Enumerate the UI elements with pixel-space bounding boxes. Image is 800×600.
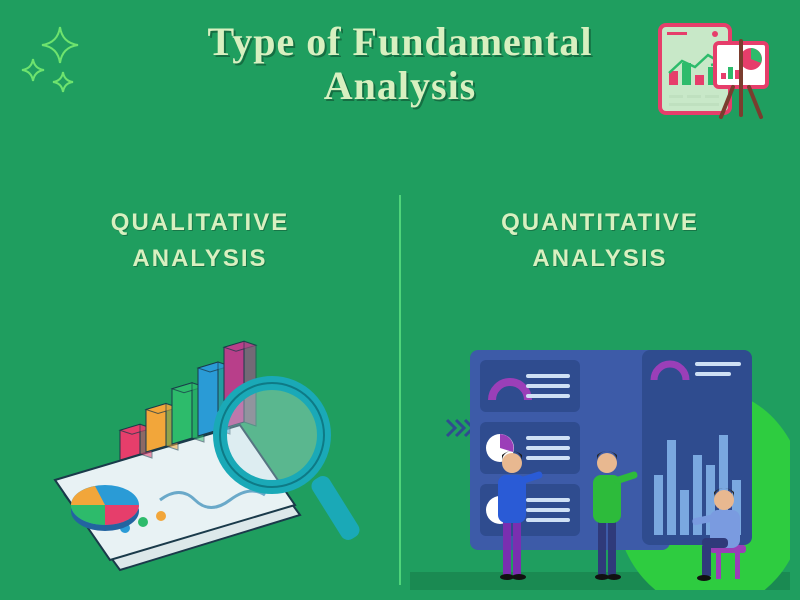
title-line1: Type of Fundamental (208, 20, 593, 64)
center-divider (399, 195, 401, 585)
qualitative-title: QUALITATIVE ANALYSIS (10, 205, 390, 277)
quantitative-title-line2: ANALYSIS (410, 241, 790, 277)
quantitative-title: QUANTITATIVE ANALYSIS (410, 205, 790, 277)
qualitative-illustration (10, 310, 390, 590)
title-line2: Analysis (208, 64, 593, 108)
sparkle-icon (15, 20, 95, 110)
quantitative-title-line1: QUANTITATIVE (410, 205, 790, 241)
charts-icon (655, 15, 775, 125)
quantitative-column: QUANTITATIVE ANALYSIS (410, 205, 790, 277)
infographic-canvas: Type of Fundamental Analysis QUALITATIVE… (0, 0, 800, 600)
qualitative-column: QUALITATIVE ANALYSIS (10, 205, 390, 277)
qualitative-title-line2: ANALYSIS (10, 241, 390, 277)
main-title: Type of Fundamental Analysis (208, 20, 593, 108)
qualitative-title-line1: QUALITATIVE (10, 205, 390, 241)
quantitative-illustration (410, 310, 790, 590)
